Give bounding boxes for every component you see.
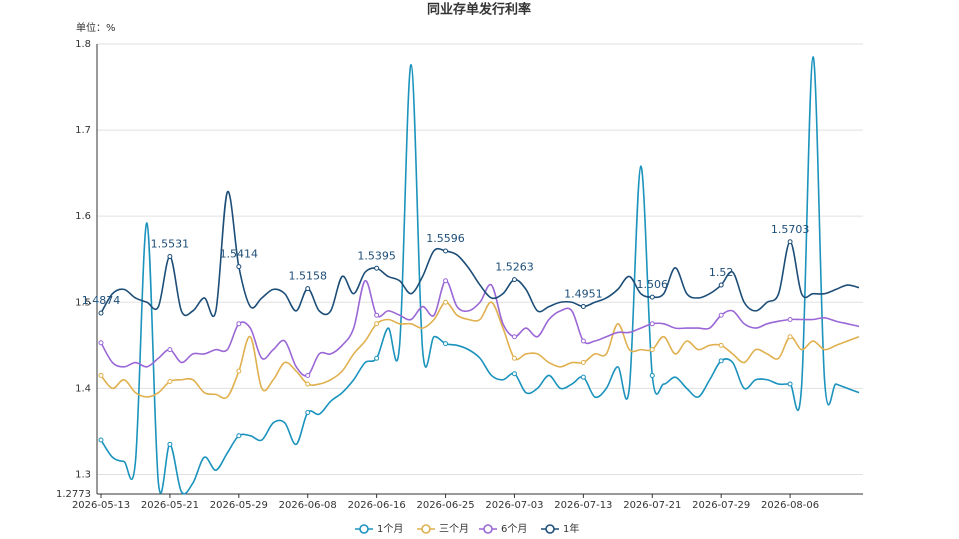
series-line <box>100 191 860 318</box>
point <box>718 282 724 288</box>
unit-label: 单位：% <box>76 21 116 34</box>
legend-label: 1年 <box>563 522 579 535</box>
point <box>718 342 724 348</box>
point <box>305 381 311 387</box>
point <box>443 299 449 305</box>
point <box>98 340 104 346</box>
point <box>511 355 517 361</box>
x-tick-label: 2026-05-13 <box>72 500 130 511</box>
point <box>236 264 242 270</box>
point <box>305 409 311 415</box>
point <box>98 372 104 378</box>
value-label: 1.5414 <box>220 248 259 261</box>
x-tick-label: 2026-06-25 <box>416 500 474 511</box>
point <box>580 303 586 309</box>
point <box>374 312 380 318</box>
point <box>787 316 793 322</box>
point <box>511 371 517 377</box>
value-label: 1.5395 <box>357 249 396 262</box>
point <box>98 310 104 316</box>
point <box>787 381 793 387</box>
point <box>167 347 173 353</box>
y-tick-label: 1.3 <box>75 469 91 480</box>
legend-marker <box>359 524 369 534</box>
value-label: 1.4951 <box>564 287 603 300</box>
legend-label: 6个月 <box>501 523 527 535</box>
x-tick-label: 2026-06-16 <box>348 500 406 511</box>
point <box>443 341 449 347</box>
value-label: 1.5703 <box>771 223 810 236</box>
point <box>236 368 242 374</box>
point <box>649 294 655 300</box>
legend-marker <box>483 524 493 534</box>
y-tick-label: 1.6 <box>75 211 91 222</box>
y-tick-label: 1.2773 <box>56 489 91 500</box>
value-label: 1.5263 <box>495 261 534 274</box>
point <box>167 441 173 447</box>
legend-label: 1个月 <box>377 523 403 535</box>
value-label: 1.5531 <box>151 238 190 251</box>
value-label: 1.52 <box>709 266 734 279</box>
y-tick-label: 1.4 <box>75 383 91 394</box>
chart-title: 同业存单发行利率 <box>427 2 531 18</box>
legend-marker <box>421 524 431 534</box>
point <box>580 360 586 366</box>
point <box>580 374 586 380</box>
point <box>236 433 242 439</box>
x-tick-label: 2026-07-03 <box>485 500 543 511</box>
series-line <box>100 279 860 377</box>
y-tick-label: 1.7 <box>75 125 91 136</box>
y-tick-label: 1.5 <box>75 297 91 308</box>
x-tick-label: 2026-07-13 <box>554 500 612 511</box>
point <box>374 355 380 361</box>
legend-marker <box>545 524 555 534</box>
x-tick-label: 2026-07-21 <box>623 500 681 511</box>
point <box>167 378 173 384</box>
point <box>98 437 104 443</box>
series-line <box>100 301 860 400</box>
value-label: 1.5158 <box>288 270 327 283</box>
point <box>374 265 380 271</box>
value-label: 1.506 <box>637 278 669 291</box>
point <box>443 248 449 254</box>
value-label: 1.4874 <box>82 294 121 307</box>
x-tick-label: 2026-06-08 <box>279 500 337 511</box>
point <box>787 334 793 340</box>
point <box>374 321 380 327</box>
point <box>236 321 242 327</box>
point <box>305 286 311 292</box>
point <box>511 277 517 283</box>
point <box>787 239 793 245</box>
point <box>718 312 724 318</box>
series-line <box>100 56 860 495</box>
x-tick-label: 2026-05-29 <box>210 500 268 511</box>
point <box>580 338 586 344</box>
value-label: 1.5596 <box>426 232 465 245</box>
x-tick-label: 2026-05-21 <box>141 500 199 511</box>
point <box>649 321 655 327</box>
point <box>443 278 449 284</box>
legend-label: 三个月 <box>439 523 469 535</box>
x-tick-label: 2026-07-29 <box>692 500 750 511</box>
point <box>718 358 724 364</box>
point <box>649 347 655 353</box>
y-tick-label: 1.8 <box>75 39 91 50</box>
point <box>511 334 517 340</box>
point <box>305 372 311 378</box>
point <box>167 254 173 260</box>
x-tick-label: 2026-08-06 <box>761 500 819 511</box>
point <box>649 372 655 378</box>
